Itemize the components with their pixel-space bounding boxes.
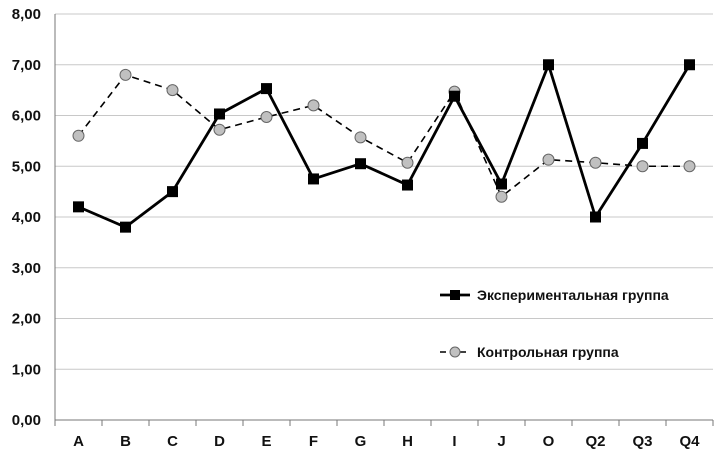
data-point-series-0: [496, 178, 507, 190]
data-point-series-1: [354, 131, 367, 144]
data-point-series-1: [166, 84, 179, 97]
data-point-series-0: [449, 90, 460, 102]
data-point-series-0: [543, 59, 554, 71]
y-tick-label: 5,00: [12, 158, 41, 175]
data-point-series-0: [214, 108, 225, 120]
x-tick-label: G: [355, 433, 367, 450]
y-tick-label: 3,00: [12, 260, 41, 277]
data-point-series-0: [73, 201, 84, 213]
series-lines: [77, 60, 691, 229]
data-point-series-0: [590, 211, 601, 223]
data-point-series-1: [636, 160, 649, 173]
x-tick-label: D: [214, 433, 225, 450]
data-point-series-1: [119, 68, 132, 81]
data-point-series-1: [260, 111, 273, 124]
data-point-series-1: [542, 153, 555, 166]
x-axis-ticks: A B C D E F G H I J O Q2 Q3 Q4: [73, 433, 700, 450]
data-point-series-0: [684, 59, 695, 71]
legend-label-1: Контрольная группа: [477, 344, 619, 360]
data-point-series-1: [213, 123, 226, 136]
data-point-series-1: [683, 160, 696, 173]
data-point-series-0: [308, 173, 319, 185]
x-tick-label: F: [309, 433, 318, 450]
data-point-series-1: [307, 99, 320, 112]
y-tick-label: 0,00: [12, 412, 41, 429]
legend-label-0: Экспериментальная группа: [477, 287, 669, 303]
legend-marker-0: [450, 290, 460, 300]
data-point-series-0: [167, 186, 178, 198]
data-point-series-0: [120, 221, 131, 233]
y-tick-label: 2,00: [12, 311, 41, 328]
data-point-series-0: [261, 83, 272, 95]
legend: Экспериментальная группа Контрольная груп…: [440, 287, 669, 360]
x-tick-label: J: [497, 433, 505, 450]
y-tick-label: 6,00: [12, 108, 41, 125]
y-tick-label: 1,00: [12, 361, 41, 378]
data-point-series-1: [495, 190, 508, 203]
data-point-series-1: [72, 129, 85, 142]
series-line-1: [77, 73, 690, 198]
x-tick-label: A: [73, 433, 84, 450]
y-axis-ticks: 0,00 1,00 2,00 3,00 4,00 5,00 6,00 7,00 8,00: [12, 6, 41, 429]
axes: [54, 14, 714, 426]
y-tick-label: 7,00: [12, 57, 41, 74]
y-tick-label: 4,00: [12, 209, 41, 226]
x-tick-label: H: [402, 433, 413, 450]
data-point-series-0: [402, 179, 413, 191]
x-tick-label: O: [543, 433, 555, 450]
gridlines: [55, 13, 713, 370]
data-point-series-0: [355, 158, 366, 170]
y-tick-label: 8,00: [12, 6, 41, 23]
x-tick-label: C: [167, 433, 178, 450]
series-line-0: [77, 60, 691, 229]
x-tick-label: B: [120, 433, 131, 450]
series-markers: [72, 59, 696, 233]
data-point-series-1: [401, 156, 414, 169]
x-tick-label: I: [452, 433, 456, 450]
x-tick-label: Q4: [679, 433, 700, 450]
x-tick-label: Q2: [585, 433, 605, 450]
data-point-series-0: [637, 137, 648, 149]
x-tick-label: Q3: [632, 433, 652, 450]
x-tick-label: E: [261, 433, 271, 450]
legend-marker-1: [449, 346, 461, 358]
data-point-series-1: [589, 156, 602, 169]
